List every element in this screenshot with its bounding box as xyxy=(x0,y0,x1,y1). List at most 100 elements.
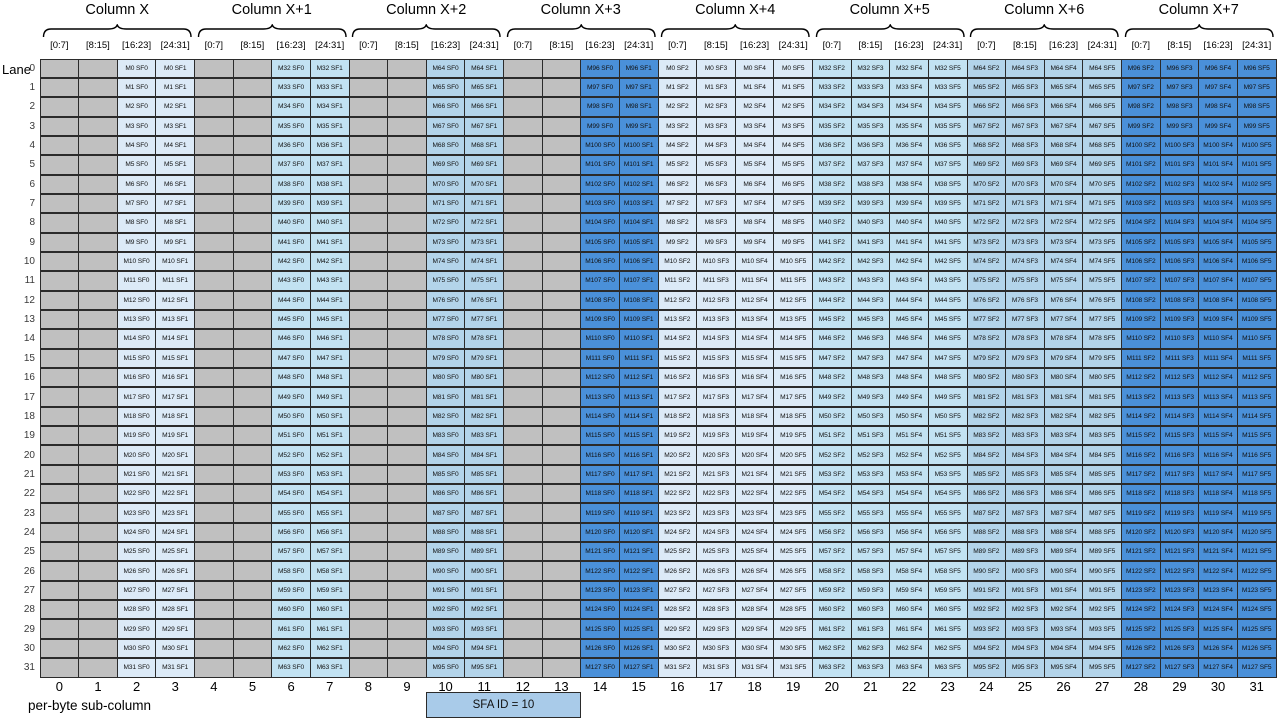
subcolumn-tick-19: 19 xyxy=(785,679,801,694)
bit-range-labels: [0:7] [8:15] [16:23] [24:31] xyxy=(1122,40,1277,51)
grid-cell-empty xyxy=(348,406,389,427)
grid-cell-empty xyxy=(78,561,118,581)
grid-cell: M66 SF3 xyxy=(1005,97,1045,117)
grid-cell-empty xyxy=(78,638,118,659)
grid-cell: M50 SF0 xyxy=(271,406,311,427)
subcolumn-tick-7: 7 xyxy=(326,679,334,694)
grid-cell: M33 SF5 xyxy=(927,77,968,98)
grid-cell-empty xyxy=(39,193,80,214)
grid-cell: M64 SF5 xyxy=(1082,58,1122,78)
grid-cell: M38 SF0 xyxy=(271,174,311,194)
grid-cell: M96 SF2 xyxy=(1121,58,1161,78)
grid-cell: M107 SF0 xyxy=(580,271,620,291)
grid-cell: M74 SF1 xyxy=(464,251,504,272)
grid-cell: M85 SF0 xyxy=(425,464,466,485)
grid-cell: M47 SF5 xyxy=(927,348,968,368)
bit-range-label: [24:31] xyxy=(469,40,499,51)
grid-cell: M16 SF3 xyxy=(696,368,736,388)
grid-cell: M43 SF3 xyxy=(850,271,891,291)
grid-cell-empty xyxy=(232,522,273,543)
grid-cell: M110 SF5 xyxy=(1236,329,1277,349)
grid-cell-empty xyxy=(503,290,543,310)
grid-cell: M63 SF0 xyxy=(271,658,311,678)
grid-cell: M46 SF2 xyxy=(812,329,852,349)
grid-cell: M46 SF3 xyxy=(850,329,891,349)
grid-cell: M52 SF0 xyxy=(271,445,311,465)
grid-cell: M8 SF3 xyxy=(696,213,736,233)
grid-cell: M117 SF4 xyxy=(1198,464,1238,485)
grid-cell-empty xyxy=(194,658,234,678)
grid-cell: M8 SF5 xyxy=(773,213,813,233)
grid-cell-empty xyxy=(348,445,389,465)
grid-cell: M19 SF3 xyxy=(696,426,736,446)
bit-range-label: [8:15] xyxy=(858,40,883,51)
grid-cell: M65 SF5 xyxy=(1082,77,1122,98)
grid-row: M22 SF0 M22 SF1 M54 SF0 M54 SF1 M86 SF0 M86 S… xyxy=(39,484,1277,504)
grid-cell: M119 SF5 xyxy=(1236,503,1277,523)
grid-cell: M45 SF2 xyxy=(812,309,852,330)
grid-cell: M82 SF3 xyxy=(1005,406,1045,427)
grid-cell-empty xyxy=(348,116,389,136)
grid-cell: M2 SF5 xyxy=(773,97,813,117)
grid-cell-empty xyxy=(387,600,427,620)
grid-cell-empty xyxy=(78,658,118,678)
grid-cell: M109 SF4 xyxy=(1198,309,1238,330)
grid-cell: M117 SF5 xyxy=(1236,464,1277,485)
grid-cell: M67 SF4 xyxy=(1043,116,1084,136)
grid-cell: M113 SF1 xyxy=(618,387,659,407)
grid-cell-empty xyxy=(39,135,80,156)
grid-cell: M11 SF5 xyxy=(773,271,813,291)
grid-cell-empty xyxy=(194,368,234,388)
grid-cell-empty xyxy=(541,97,582,117)
grid-cell: M52 SF1 xyxy=(309,445,350,465)
grid-cell: M10 SF0 xyxy=(116,251,157,272)
grid-cell: M127 SF1 xyxy=(618,658,659,678)
grid-cell: M99 SF2 xyxy=(1121,116,1161,136)
column-group-brace-icon xyxy=(815,24,966,38)
grid-cell-empty xyxy=(39,232,80,252)
grid-cell: M23 SF4 xyxy=(734,503,775,523)
grid-cell: M7 SF1 xyxy=(155,193,195,214)
grid-cell: M41 SF1 xyxy=(309,232,350,252)
grid-cell: M27 SF2 xyxy=(657,580,698,601)
grid-cell-empty xyxy=(541,329,582,349)
grid-cell: M1 SF3 xyxy=(696,77,736,98)
grid-cell: M63 SF5 xyxy=(927,658,968,678)
grid-cell: M121 SF2 xyxy=(1121,542,1161,562)
grid-cell: M69 SF5 xyxy=(1082,155,1122,175)
grid-cell-empty xyxy=(78,503,118,523)
grid-cell: M60 SF4 xyxy=(889,600,929,620)
grid-cell-empty xyxy=(78,271,118,291)
grid-cell: M57 SF3 xyxy=(850,542,891,562)
grid-cell: M39 SF2 xyxy=(812,193,852,214)
grid-cell-empty xyxy=(194,464,234,485)
grid-cell: M35 SF4 xyxy=(889,116,929,136)
grid-cell-empty xyxy=(348,271,389,291)
grid-cell: M88 SF3 xyxy=(1005,522,1045,543)
subcolumn-tick-21: 21 xyxy=(863,679,878,694)
grid-cell: M117 SF1 xyxy=(618,464,659,485)
grid-cell-empty xyxy=(503,174,543,194)
grid-cell-empty xyxy=(348,309,389,330)
grid-cell: M84 SF0 xyxy=(425,445,466,465)
grid-cell: M127 SF3 xyxy=(1159,658,1200,678)
grid-cell: M30 SF3 xyxy=(696,638,736,659)
bit-range-label: [16:23] xyxy=(122,40,152,51)
grid-cell: M17 SF0 xyxy=(116,387,157,407)
subcolumn-tick-22: 22 xyxy=(901,679,917,694)
grid-cell: M74 SF2 xyxy=(966,251,1007,272)
grid-cell-empty xyxy=(387,406,427,427)
lane-label-4: 4 xyxy=(29,140,35,152)
grid-cell: M29 SF1 xyxy=(155,619,195,639)
grid-cell: M7 SF2 xyxy=(657,193,698,214)
grid-cell: M27 SF4 xyxy=(734,580,775,601)
bit-range-label: [16:23] xyxy=(431,40,461,51)
grid-cell-empty xyxy=(387,503,427,523)
grid-row: M12 SF0 M12 SF1 M44 SF0 M44 SF1 M76 SF0 M76 S… xyxy=(39,290,1277,310)
grid-cell-empty xyxy=(232,658,273,678)
grid-cell: M101 SF0 xyxy=(580,155,620,175)
grid-cell: M121 SF1 xyxy=(618,542,659,562)
grid-cell: M107 SF1 xyxy=(618,271,659,291)
grid-cell: M101 SF3 xyxy=(1159,155,1200,175)
bit-range-label: [24:31] xyxy=(778,40,808,51)
